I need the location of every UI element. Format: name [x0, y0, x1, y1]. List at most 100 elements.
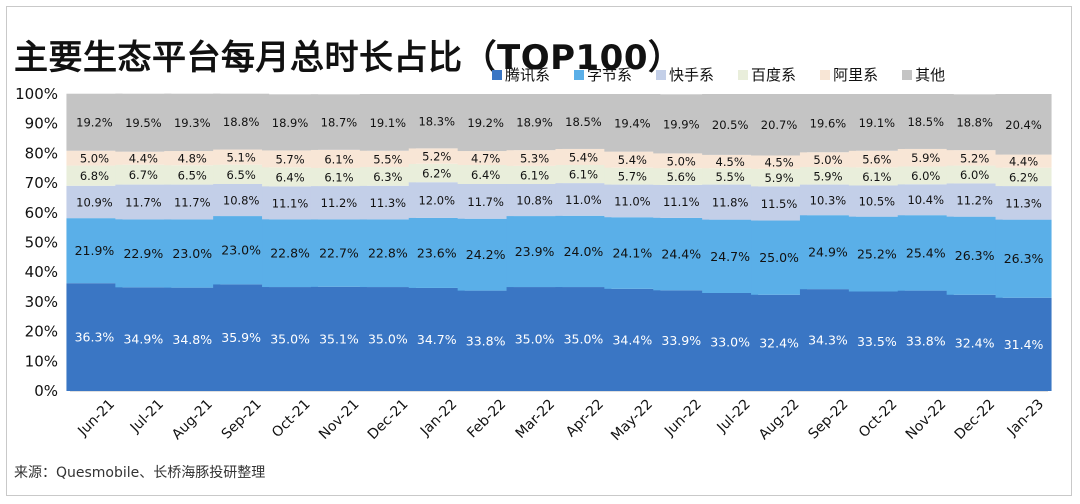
bar-segment-1: [115, 287, 172, 391]
data-label: 5.4%: [618, 153, 647, 167]
bar-segment-5: [653, 153, 710, 169]
bar-segment-4: [506, 165, 563, 184]
bar-segment-3: [751, 186, 808, 221]
x-tick-label: Apr-22: [563, 396, 607, 440]
y-tick-label: 30%: [25, 293, 58, 311]
bar-segment-4: [213, 164, 270, 184]
bar-segment-5: [164, 151, 221, 166]
data-label: 23.9%: [515, 244, 555, 259]
data-label: 4.4%: [129, 152, 158, 166]
bar-segment-1: [848, 291, 905, 391]
x-tick-label: Nov-21: [316, 396, 363, 443]
x-tick-label: Sep-21: [219, 396, 265, 442]
bar-segment-5: [897, 148, 954, 167]
data-label: 10.5%: [859, 195, 896, 209]
data-label: 19.9%: [663, 117, 700, 131]
bar-segment-2: [115, 219, 172, 288]
y-tick-label: 80%: [25, 144, 58, 162]
data-label: 34.9%: [123, 332, 163, 347]
y-tick-label: 20%: [25, 323, 58, 341]
data-label: 26.3%: [1004, 251, 1044, 266]
data-label: 25.4%: [906, 245, 946, 260]
bar-segment-3: [946, 183, 1003, 217]
bar-segment-6: [848, 94, 905, 151]
x-tick-label: Feb-22: [464, 396, 509, 441]
x-tick-label: Aug-22: [756, 396, 803, 443]
data-label: 11.2%: [321, 196, 358, 210]
data-label: 5.7%: [618, 170, 647, 184]
data-label: 34.3%: [808, 333, 848, 348]
bar-segment-4: [653, 168, 710, 185]
bar-segment-1: [408, 287, 465, 391]
data-label: 19.6%: [810, 117, 847, 131]
data-label: 5.9%: [764, 171, 793, 185]
bar-segment-2: [653, 217, 710, 291]
bar-segment-6: [506, 94, 563, 151]
bar-segment-2: [506, 216, 563, 288]
bar-segment-5: [946, 150, 1003, 166]
bar-segment-4: [702, 168, 759, 185]
data-label: 25.0%: [759, 250, 799, 265]
x-tick-label: Sep-22: [805, 396, 851, 442]
source-note: 来源：Quesmobile、长桥海豚投研整理: [14, 465, 266, 481]
bar-segment-3: [262, 186, 319, 220]
bar-segment-3: [555, 183, 612, 216]
bar-segment-4: [457, 164, 514, 184]
bar-segment-6: [408, 94, 465, 149]
bar-segment-5: [359, 150, 416, 168]
bar-segment-2: [359, 219, 416, 288]
x-tick-label: Aug-21: [169, 396, 216, 443]
bar-segment-5: [310, 149, 367, 168]
bar-segment-3: [310, 186, 367, 220]
x-tick-label: Nov-22: [903, 396, 950, 443]
bar-segment-5: [115, 151, 172, 165]
bar-segment-2: [408, 217, 465, 288]
data-label: 5.2%: [422, 150, 451, 164]
bar-segment-4: [262, 167, 319, 187]
bar-segment-2: [946, 216, 1003, 295]
chart-title: 主要生态平台每月总时长占比（TOP100）: [14, 38, 683, 78]
data-label: 6.0%: [960, 168, 989, 182]
bar-segment-3: [115, 184, 172, 220]
legend-label: 字节系: [587, 66, 633, 84]
x-tick-label: Oct-21: [269, 396, 314, 441]
data-label: 19.2%: [76, 116, 113, 130]
data-label: 23.0%: [172, 246, 212, 261]
bar-segment-3: [897, 184, 954, 216]
data-label: 24.7%: [710, 249, 750, 264]
bar-segment-1: [897, 290, 954, 391]
bar-segment-3: [702, 184, 759, 220]
data-label: 35.0%: [368, 332, 408, 347]
data-label: 11.7%: [174, 195, 211, 209]
bar-segment-6: [751, 94, 808, 156]
legend-item: 其他: [902, 64, 945, 85]
data-label: 33.8%: [466, 333, 506, 348]
bar-segment-5: [457, 151, 514, 165]
bar-segment-3: [359, 185, 416, 220]
x-tick-label: Mar-22: [513, 396, 559, 442]
data-label: 24.9%: [808, 245, 848, 260]
bar-segment-5: [702, 154, 759, 169]
bar-segment-5: [799, 152, 856, 168]
data-label: 24.1%: [612, 246, 652, 261]
y-tick-label: 70%: [25, 174, 58, 192]
data-label: 11.1%: [272, 196, 309, 210]
data-label: 5.7%: [275, 152, 304, 166]
legend-swatch: [574, 69, 585, 80]
legend-item: 快手系: [656, 64, 714, 85]
y-tick-label: 100%: [15, 85, 58, 103]
bar-segment-4: [799, 167, 856, 185]
data-label: 18.5%: [907, 115, 944, 129]
bar-segment-2: [848, 216, 905, 292]
data-label: 22.8%: [368, 246, 408, 261]
bar-segment-4: [555, 164, 612, 184]
bar-segment-3: [604, 184, 661, 218]
x-tick-label: Jun-22: [661, 396, 705, 440]
bar-segment-3: [848, 185, 905, 217]
bar-segment-4: [66, 165, 123, 186]
legend-item: 百度系: [738, 64, 796, 85]
data-label: 5.6%: [667, 170, 696, 184]
bar-segment-2: [457, 218, 514, 291]
bar-segment-6: [310, 94, 367, 150]
bar-segment-1: [604, 288, 661, 391]
